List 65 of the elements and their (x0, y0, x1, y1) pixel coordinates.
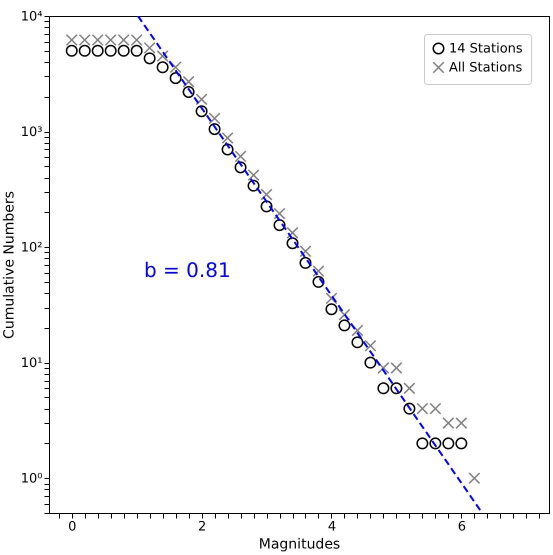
point (300, 256, 312, 269)
point (274, 208, 286, 220)
point (260, 200, 273, 212)
y-tick-label: 10³ (20, 125, 42, 140)
point (403, 402, 416, 415)
annotation: b = 0.81 (144, 258, 231, 282)
y-tick-label: 10² (20, 240, 42, 256)
point (130, 44, 143, 57)
x-axis-title: Magnitudes (258, 536, 340, 552)
point (92, 44, 104, 57)
point (248, 180, 260, 192)
point (364, 340, 376, 352)
point (260, 188, 273, 201)
point (182, 76, 195, 88)
x-tick-label: 0 (68, 520, 76, 534)
point (325, 303, 338, 316)
point (144, 42, 156, 54)
point (300, 245, 312, 258)
y-tick-label: 10¹ (20, 356, 42, 372)
x-tick-label: 6 (458, 520, 466, 534)
point (196, 93, 208, 106)
point (429, 437, 442, 450)
point (390, 382, 402, 394)
point (170, 72, 182, 84)
point (286, 226, 298, 239)
point (403, 382, 416, 394)
point (468, 472, 480, 484)
point (208, 112, 221, 124)
point (274, 219, 286, 232)
point (455, 437, 468, 450)
point (312, 265, 324, 278)
point (286, 237, 298, 250)
point (118, 44, 130, 57)
point (377, 382, 390, 394)
point (312, 276, 324, 288)
point (144, 52, 156, 64)
point (338, 308, 350, 321)
point (351, 336, 364, 348)
point (66, 44, 78, 57)
point (442, 437, 454, 450)
legend-label: 14 Stations (449, 42, 523, 56)
point (248, 169, 260, 182)
y-tick-label: 10⁴ (20, 10, 42, 24)
y-axis-title: Cumulative Numbers (2, 191, 18, 339)
x-tick-label: 2 (198, 520, 206, 534)
point (338, 319, 350, 332)
point (351, 324, 364, 336)
y-tick-label: 10⁰ (20, 472, 42, 487)
point (156, 50, 169, 62)
point (156, 61, 169, 74)
point (234, 150, 247, 162)
x-tick-label: 4 (328, 520, 336, 534)
point (182, 86, 195, 98)
point (208, 123, 221, 136)
point (104, 44, 117, 57)
point (78, 44, 91, 57)
legend-label: All Stations (449, 60, 522, 76)
point (416, 437, 428, 450)
point (234, 161, 247, 174)
point (170, 61, 182, 74)
point (364, 356, 376, 369)
point (196, 105, 208, 118)
point (222, 132, 234, 144)
point (222, 143, 234, 156)
point (325, 292, 338, 304)
